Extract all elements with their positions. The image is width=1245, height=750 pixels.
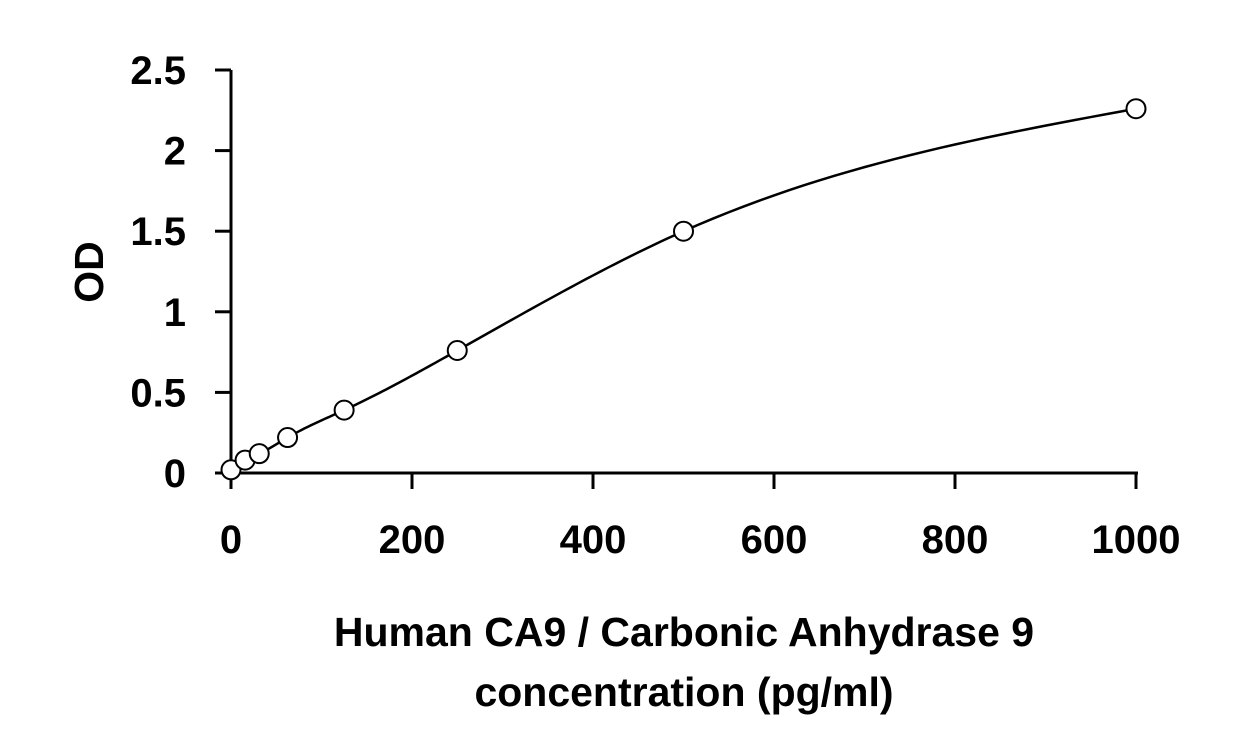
data-point [220,459,242,481]
y-axis-title: OD [66,241,112,303]
data-point [248,443,270,465]
data-point [333,399,355,421]
x-tick-label: 400 [560,518,627,562]
data-point [446,339,468,361]
data-point [1125,98,1147,120]
y-tick-label: 2.5 [130,49,186,93]
x-axis-title-line-1: Human CA9 / Carbonic Anhydrase 9 [334,609,1034,655]
x-tick-label: 1000 [1092,518,1181,562]
data-point [277,427,299,449]
axes [215,68,1138,489]
y-tick-label: 0.5 [130,371,186,415]
x-tick-label: 600 [741,518,808,562]
tick-labels: 0 0.5 1 1.5 2 2.5 0 200 400 600 800 1000 [130,49,1180,562]
data-points [220,98,1147,481]
x-tick-label: 200 [379,518,446,562]
fit-curve [230,107,1137,471]
data-point [673,220,694,242]
fit-curve-layer [230,107,1137,471]
y-tick-label: 1 [164,291,186,335]
y-tick-label: 1.5 [130,210,186,254]
x-tick-label: 800 [922,518,989,562]
y-tick-label: 0 [164,452,186,496]
x-tick-label: 0 [220,518,242,562]
y-tick-label: 2 [164,130,186,174]
x-axis-title-line-2: concentration (pg/ml) [474,669,893,715]
